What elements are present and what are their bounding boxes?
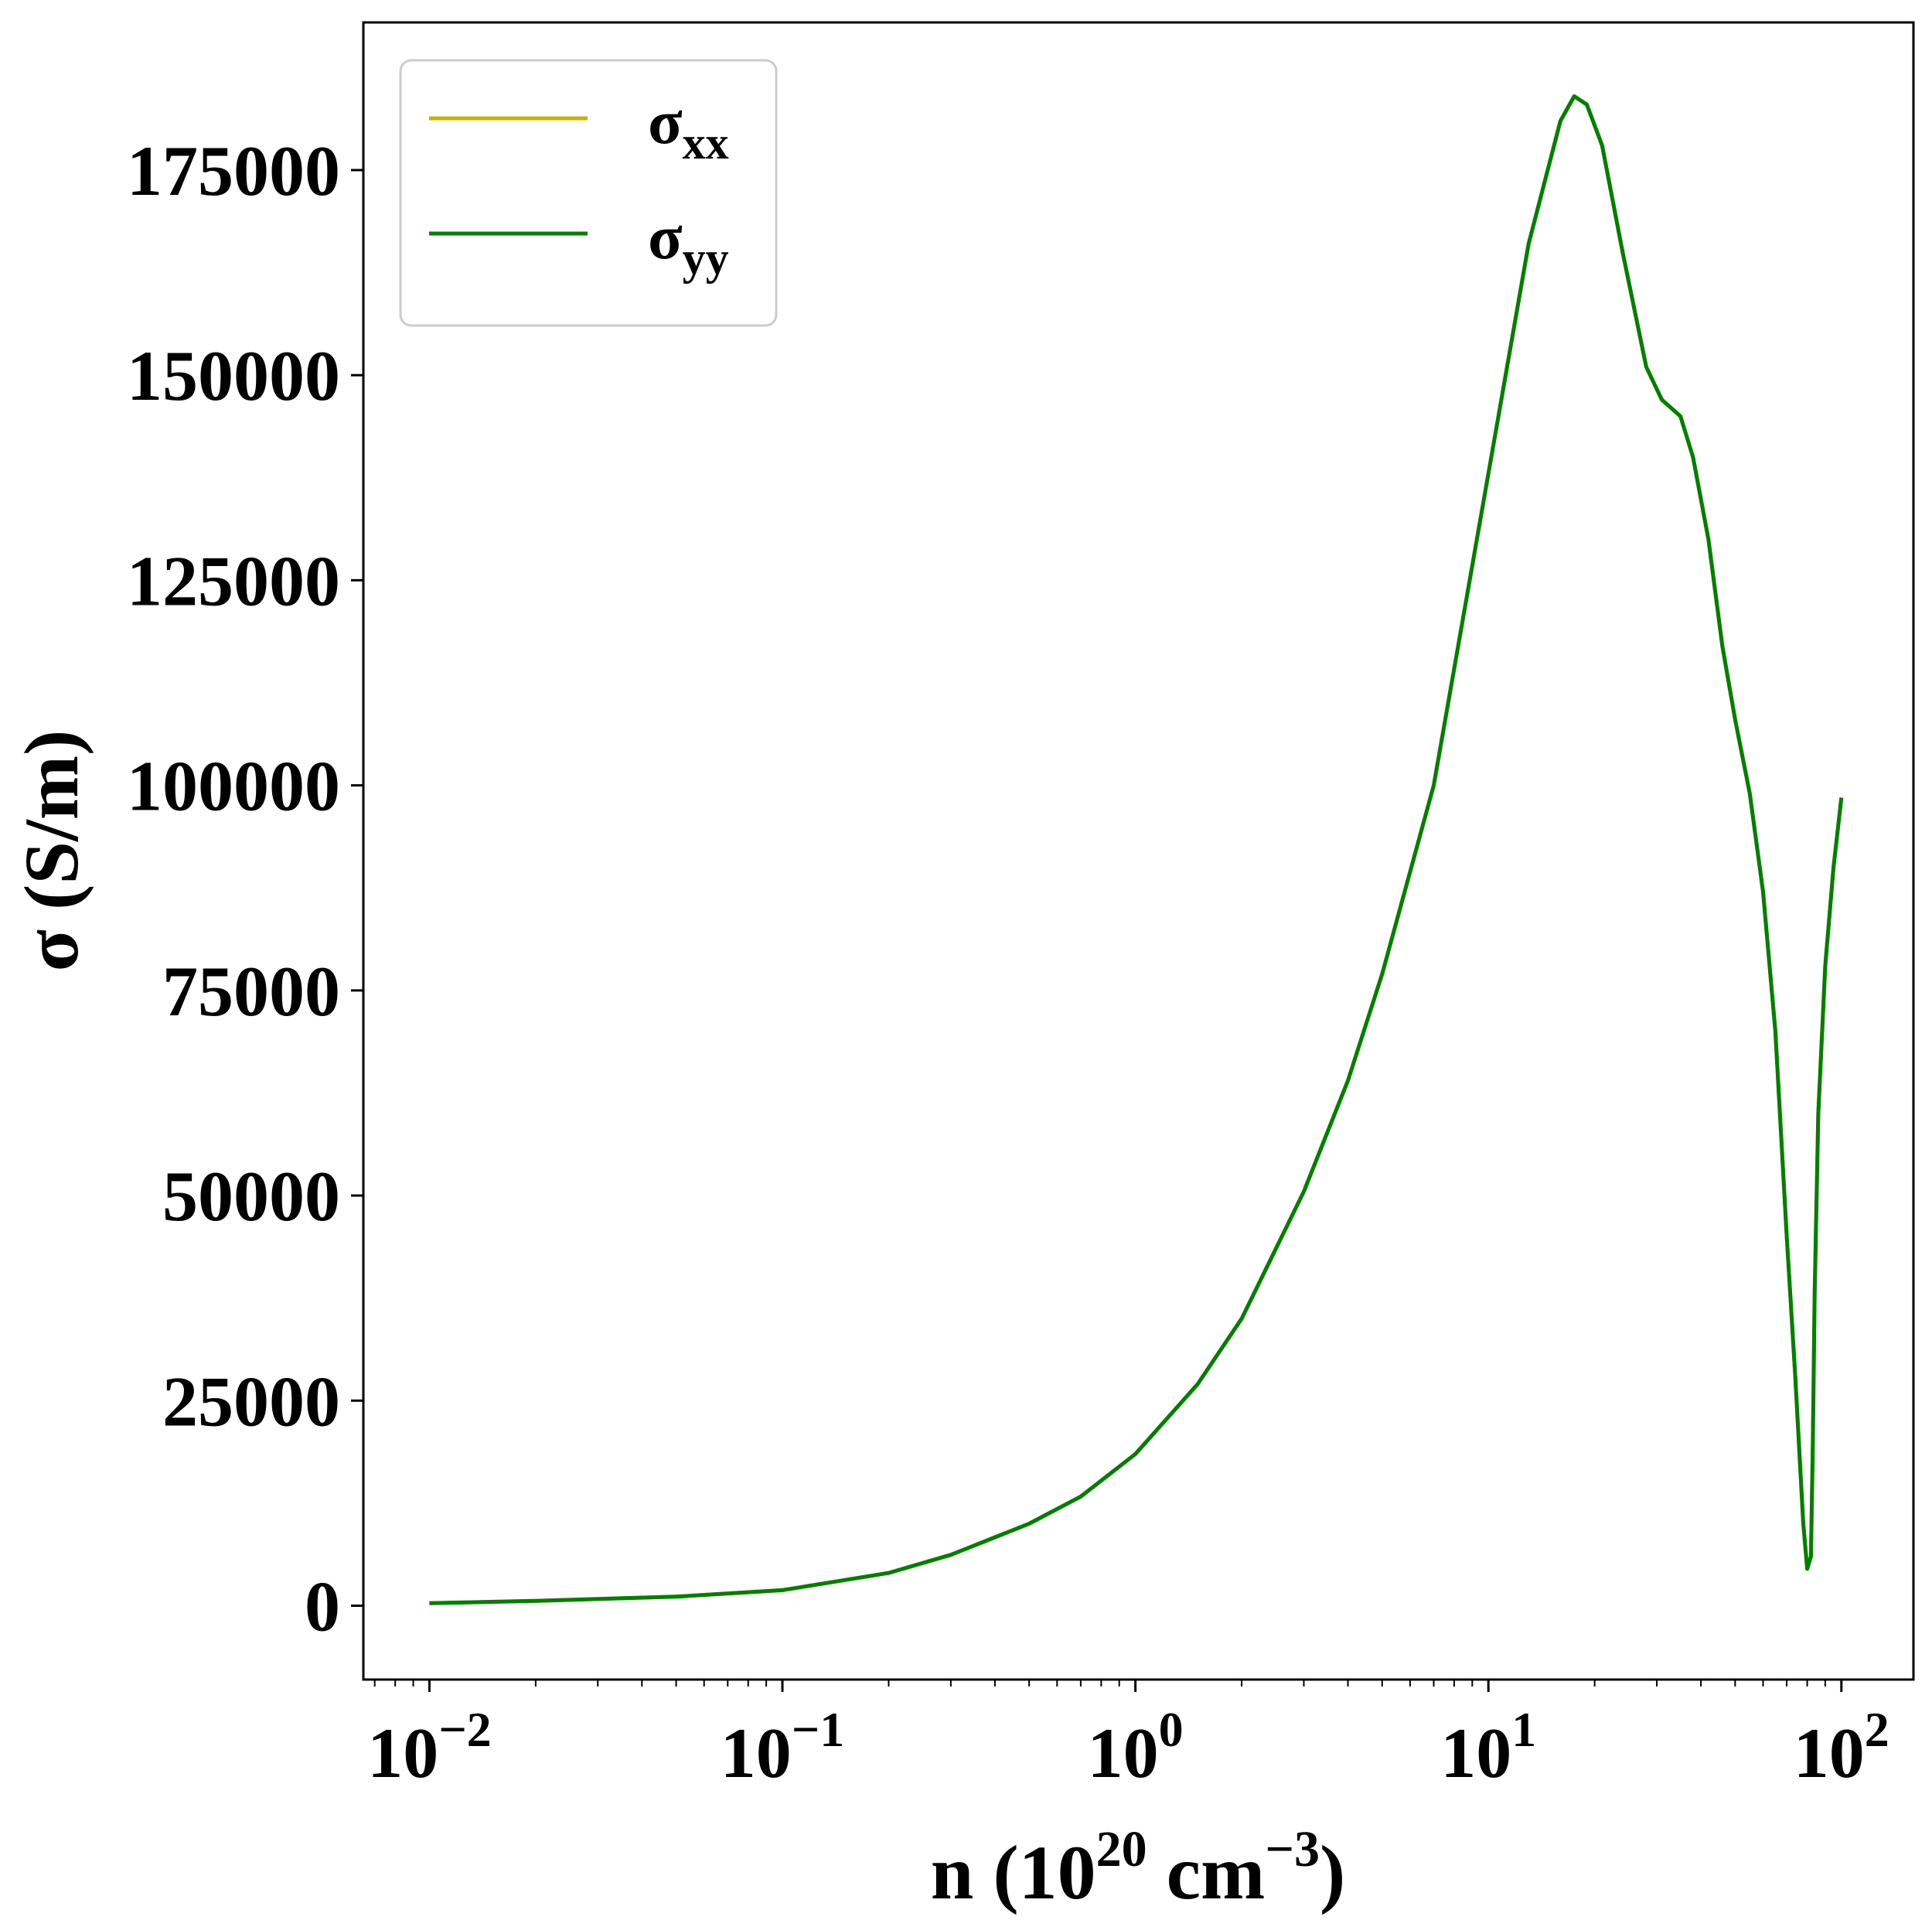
legend-label-sigma-yy: σyy bbox=[648, 202, 729, 284]
plot-area-frame bbox=[362, 21, 1915, 1681]
x-axis-ticks: 10−2 10−1 100 101 102 bbox=[367, 1680, 1889, 1792]
legend-label-sigma-xx: σxx bbox=[648, 87, 729, 169]
x-axis-title-exp2: −3 bbox=[1265, 1821, 1320, 1878]
y-tick-label: 175000 bbox=[127, 131, 340, 210]
x-axis-title: n (1020 cm−3) bbox=[931, 1821, 1346, 1915]
y-tick-label: 100000 bbox=[127, 747, 340, 826]
x-axis-title-exp1: 20 bbox=[1096, 1821, 1147, 1878]
y-axis-ticks: 0 25000 50000 75000 100000 125000 150000 175000 bbox=[127, 131, 363, 1646]
x-tick-label: 100 bbox=[1088, 1702, 1184, 1792]
series-layer bbox=[429, 94, 1844, 1605]
y-tick-label: 25000 bbox=[162, 1362, 340, 1441]
x-tick-label: 101 bbox=[1440, 1702, 1536, 1792]
x-tick-label: 10−1 bbox=[721, 1702, 844, 1792]
y-tick-label: 75000 bbox=[162, 952, 340, 1031]
x-tick-label: 10−2 bbox=[367, 1702, 491, 1792]
legend-label-sigma-yy-main: σ bbox=[648, 202, 683, 272]
legend-label-sigma-xx-main: σ bbox=[648, 87, 683, 157]
y-tick-label: 50000 bbox=[162, 1157, 340, 1236]
legend-box bbox=[399, 59, 778, 327]
y-tick-label: 0 bbox=[305, 1567, 340, 1646]
x-axis-title-mid: cm bbox=[1147, 1830, 1266, 1915]
series-line-yy bbox=[429, 94, 1844, 1605]
x-axis-title-end: ) bbox=[1320, 1830, 1345, 1915]
legend: σxx σyy bbox=[399, 59, 778, 327]
y-axis-title: σ (S/m) bbox=[9, 730, 94, 972]
x-axis-title-base: n (10 bbox=[931, 1830, 1096, 1915]
legend-label-sigma-xx-sub: xx bbox=[683, 118, 729, 169]
legend-label-sigma-yy-sub: yy bbox=[683, 233, 729, 284]
y-tick-label: 150000 bbox=[127, 336, 340, 415]
x-tick-label: 102 bbox=[1794, 1702, 1889, 1792]
y-tick-label: 125000 bbox=[127, 541, 340, 620]
